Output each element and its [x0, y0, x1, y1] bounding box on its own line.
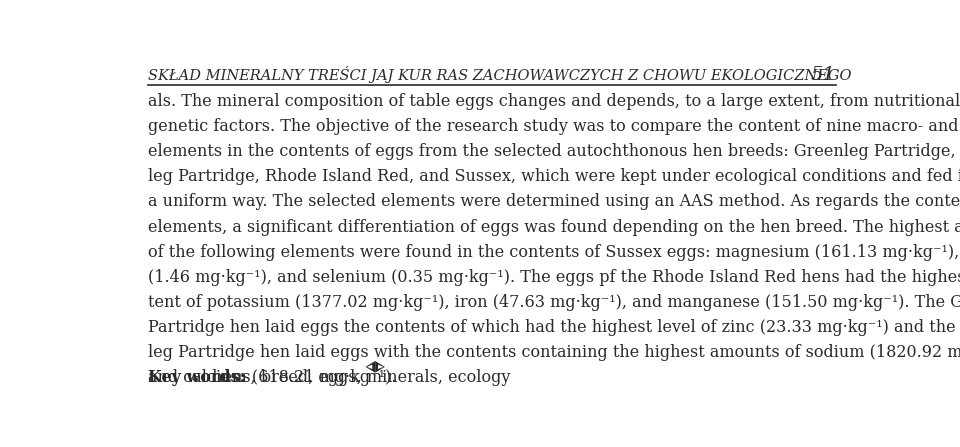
Text: Key words:: Key words: — [148, 369, 246, 386]
Text: SKŁAD MINERALNY TREŚCI JAJ KUR RAS ZACHOWAWCZYCH Z CHOWU EKOLOGICZNEGO: SKŁAD MINERALNY TREŚCI JAJ KUR RAS ZACHO… — [148, 66, 852, 83]
Text: hens, breed, eggs, minerals, ecology: hens, breed, eggs, minerals, ecology — [207, 369, 516, 386]
Polygon shape — [366, 361, 375, 373]
Text: als. The mineral composition of table eggs changes and depends, to a large exten: als. The mineral composition of table eg… — [148, 93, 960, 386]
Polygon shape — [378, 365, 383, 369]
Polygon shape — [367, 365, 372, 369]
Polygon shape — [375, 361, 385, 373]
Text: 51: 51 — [811, 66, 836, 84]
